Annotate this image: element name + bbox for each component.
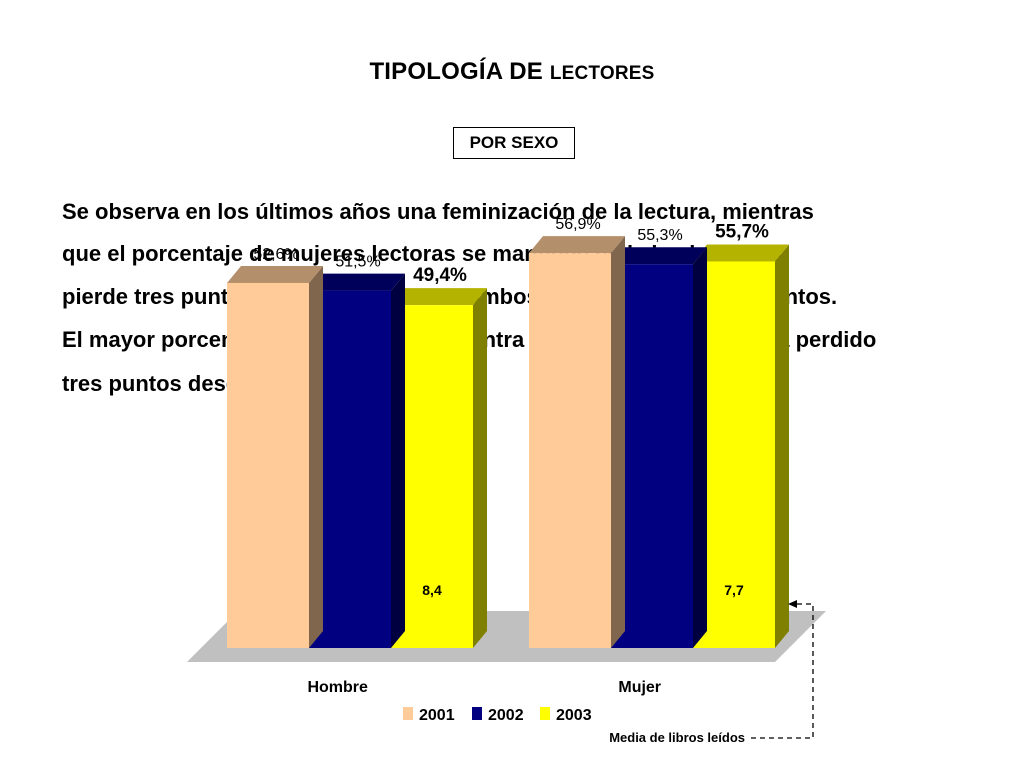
bar-top-mujer-2001 bbox=[529, 236, 625, 254]
bar-side-hombre-2001 bbox=[309, 265, 323, 648]
annotation-books-read: Media de libros leídos bbox=[609, 730, 745, 745]
legend-label-2003: 2003 bbox=[556, 707, 592, 724]
data-label-hombre-2001: 52,6% bbox=[253, 246, 298, 263]
bar-side-hombre-2002 bbox=[391, 273, 405, 648]
title-main: TIPOLOGÍA DE bbox=[369, 58, 550, 85]
books-read-label-hombre: 8,4 bbox=[422, 582, 442, 598]
legend-swatch-2003 bbox=[540, 707, 550, 720]
books-read-label-mujer: 7,7 bbox=[724, 582, 744, 598]
bar-side-mujer-2002 bbox=[693, 247, 707, 648]
data-label-mujer-2003: 55,7% bbox=[715, 221, 769, 242]
bar-mujer-2001 bbox=[529, 253, 611, 648]
bar-side-hombre-2003 bbox=[473, 288, 487, 648]
annotation-arrowhead bbox=[788, 600, 797, 608]
annotation-leader-line bbox=[751, 603, 814, 739]
bar-side-mujer-2003 bbox=[775, 244, 789, 648]
category-label-mujer: Mujer bbox=[618, 679, 661, 696]
legend-swatch-2001 bbox=[403, 707, 413, 720]
bar-top-mujer-2002 bbox=[611, 247, 707, 265]
subtitle-box: POR SEXO bbox=[453, 127, 575, 159]
slide-title: TIPOLOGÍA DE LECTORES bbox=[0, 58, 1024, 86]
paragraph-line-1: Se observa en los últimos años una femin… bbox=[62, 199, 814, 224]
category-label-hombre: Hombre bbox=[307, 679, 368, 696]
title-small-caps: LECTORES bbox=[549, 63, 655, 84]
bar-hombre-2001 bbox=[227, 282, 309, 648]
data-label-hombre-2003: 49,4% bbox=[413, 265, 467, 286]
legend-label-2001: 2001 bbox=[419, 707, 455, 724]
legend-swatch-2002 bbox=[472, 707, 482, 720]
data-label-hombre-2002: 51,5% bbox=[335, 254, 380, 271]
bar-top-mujer-2003 bbox=[693, 244, 789, 262]
bar-top-hombre-2002 bbox=[309, 273, 405, 291]
legend-label-2002: 2002 bbox=[488, 707, 524, 724]
bar-top-hombre-2003 bbox=[391, 288, 487, 306]
bar-side-mujer-2001 bbox=[611, 236, 625, 648]
data-label-mujer-2002: 55,3% bbox=[637, 227, 682, 244]
bar-top-hombre-2001 bbox=[227, 265, 323, 283]
data-label-mujer-2001: 56,9% bbox=[555, 216, 600, 233]
